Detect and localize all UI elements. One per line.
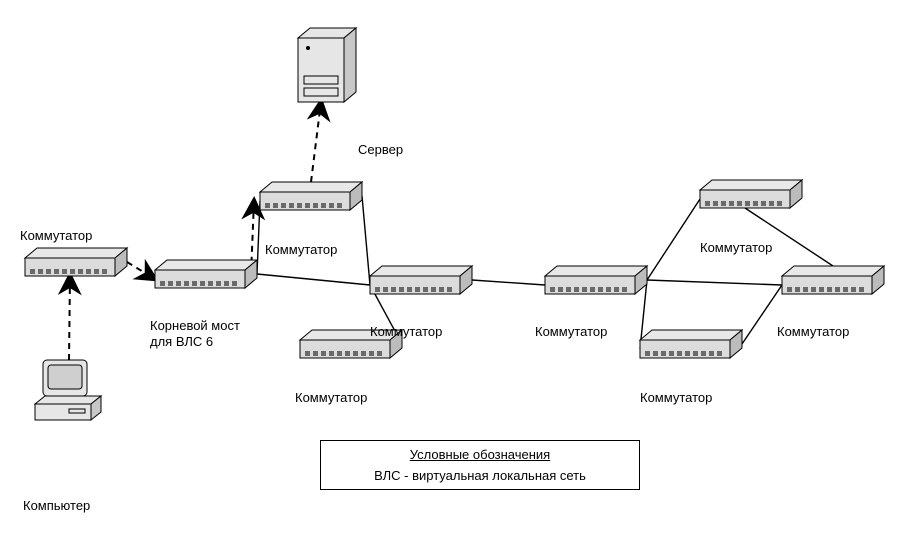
label-pc: Компьютер xyxy=(23,498,90,514)
edge-sw7-sw8 xyxy=(742,285,782,344)
switch-sw1 xyxy=(155,260,257,288)
edge-sw6-sw8 xyxy=(745,208,833,266)
label-sw1: Корневой мост для ВЛС 6 xyxy=(150,318,240,349)
label-sw4: Коммутатор xyxy=(295,390,367,406)
label-sw2: Коммутатор xyxy=(265,242,337,258)
label-sw3: Коммутатор xyxy=(370,324,442,340)
pc xyxy=(35,360,101,420)
edge-sw0-sw1 xyxy=(127,262,155,279)
edge-sw2-srv xyxy=(311,102,321,182)
switch-sw7 xyxy=(640,330,742,358)
switch-sw0 xyxy=(25,248,127,276)
legend-box: Условные обозначения ВЛС - виртуальная л… xyxy=(320,440,640,490)
edge-sw1-sw3 xyxy=(257,274,370,285)
edge-sw5-sw6 xyxy=(647,199,700,280)
edge-sw3-sw5 xyxy=(472,280,545,285)
server xyxy=(298,28,356,102)
legend-title: Условные обозначения xyxy=(335,447,625,462)
label-sw7: Коммутатор xyxy=(640,390,712,406)
label-srv: Сервер xyxy=(358,142,403,158)
edge-sw2-sw3 xyxy=(362,196,370,285)
label-sw6: Коммутатор xyxy=(700,240,772,256)
switch-sw5 xyxy=(545,266,647,294)
edge-sw5-sw8 xyxy=(647,280,782,285)
label-sw5: Коммутатор xyxy=(535,324,607,340)
legend-text: ВЛС - виртуальная локальная сеть xyxy=(335,468,625,483)
label-sw0: Коммутатор xyxy=(20,228,92,244)
switch-sw6 xyxy=(700,180,802,208)
edge-pc-sw0 xyxy=(69,276,70,360)
switch-sw8 xyxy=(782,266,884,294)
switch-sw3 xyxy=(370,266,472,294)
switch-sw2 xyxy=(260,182,362,210)
label-sw8: Коммутатор xyxy=(777,324,849,340)
